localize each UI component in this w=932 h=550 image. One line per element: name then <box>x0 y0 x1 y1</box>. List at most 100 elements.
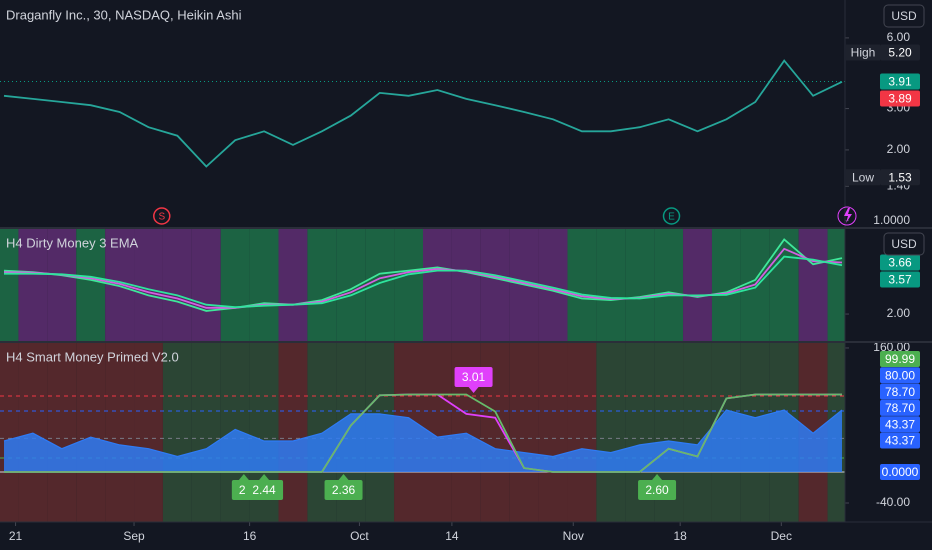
x-tick-label: Dec <box>771 529 792 543</box>
alert-icon-ring[interactable] <box>837 206 857 226</box>
background-band <box>0 228 19 342</box>
pane-title: H4 Smart Money Primed V2.0 <box>6 349 179 364</box>
background-band <box>365 228 395 342</box>
price-tag-label: 3.66 <box>888 256 912 270</box>
area-line <box>3 409 843 458</box>
x-tick-label: 21 <box>9 529 23 543</box>
background-band <box>394 228 423 342</box>
price-tag-label: 3.91 <box>888 75 912 89</box>
price-tag <box>880 169 920 186</box>
event-marker <box>662 207 681 225</box>
annotation-pointer <box>238 474 249 480</box>
background-band <box>711 228 741 342</box>
y-tick-label: -40.00 <box>876 495 910 509</box>
background-band <box>307 228 337 342</box>
price-tag-label: 3.57 <box>888 273 912 287</box>
annotation-label: 2.36 <box>332 483 356 497</box>
background-band <box>191 228 221 342</box>
event-label: E <box>668 212 675 223</box>
background-band <box>567 228 597 342</box>
x-tick-label: 14 <box>445 529 459 543</box>
price-tag <box>880 90 920 107</box>
price-tag <box>880 367 920 384</box>
tag-name: Low <box>852 170 874 184</box>
price-tag <box>880 351 920 367</box>
background-band <box>76 228 106 342</box>
background-band <box>509 342 539 522</box>
currency-button[interactable] <box>883 232 925 256</box>
currency-label[interactable]: USD <box>891 9 917 23</box>
annotation-label: 2.60 <box>645 483 669 497</box>
annotation-box <box>324 480 363 500</box>
y-tick-label: 2.00 <box>887 306 911 320</box>
annotation-pointer <box>652 474 663 480</box>
event-label: S <box>158 212 165 223</box>
pane-title: H4 Dirty Money 3 EMA <box>6 235 139 250</box>
background-band <box>162 228 192 342</box>
background-band <box>596 228 626 342</box>
background-band <box>220 228 250 342</box>
price-tag-label: 43.37 <box>885 434 915 448</box>
background-band <box>249 228 279 342</box>
price-tag-label: 78.70 <box>885 385 915 399</box>
x-tick-label: 18 <box>673 529 687 543</box>
background-band <box>47 228 77 342</box>
x-tick-label: Nov <box>563 529 584 543</box>
annotation-box <box>245 480 284 500</box>
x-tick-label: 16 <box>243 529 257 543</box>
series-line <box>3 59 843 168</box>
price-tag-label: 99.99 <box>885 352 915 366</box>
price-tag <box>880 254 920 271</box>
price-tag <box>880 73 920 90</box>
background-band <box>47 342 77 522</box>
currency-label[interactable]: USD <box>891 237 917 251</box>
background-band <box>18 342 48 522</box>
background-band <box>278 228 308 342</box>
price-tag-label: 0.0000 <box>882 465 919 479</box>
price-tag-label: 5.20 <box>888 46 912 60</box>
background-band <box>654 228 684 342</box>
background-band <box>162 342 192 522</box>
background-band <box>683 228 712 342</box>
background-band <box>596 342 626 522</box>
background-band <box>423 228 452 342</box>
price-tag-label: 43.37 <box>885 417 915 431</box>
pane-title: Draganfly Inc., 30, NASDAQ, Heikin Ashi <box>6 7 242 22</box>
series-line <box>4 255 843 309</box>
price-tag-label: 78.70 <box>885 401 915 415</box>
y-tick-label: 2.00 <box>887 142 911 156</box>
y-tick-label: 160.00 <box>873 340 910 354</box>
price-tag <box>880 271 920 288</box>
y-tick-label: 1.0000 <box>873 213 910 227</box>
background-band <box>538 342 568 522</box>
price-tag <box>880 464 920 480</box>
alert-icon[interactable] <box>844 208 852 223</box>
tag-name: High <box>851 46 876 60</box>
x-tick-label: Oct <box>350 529 369 543</box>
price-tag-label: 80.00 <box>885 368 915 382</box>
background-band <box>191 342 221 522</box>
background-band <box>134 228 163 342</box>
price-tag <box>880 399 920 416</box>
annotation-pointer <box>468 387 479 393</box>
annotation-pointer <box>338 474 349 480</box>
y-tick-label: 6.00 <box>887 30 911 44</box>
annotation-label: 2.44 <box>252 483 276 497</box>
background-band <box>683 342 712 522</box>
background-band <box>798 228 828 342</box>
background-band <box>769 228 799 342</box>
price-tag <box>880 383 920 400</box>
price-tag <box>880 416 920 433</box>
background-band <box>451 228 481 342</box>
event-marker <box>153 207 171 225</box>
currency-button[interactable] <box>883 4 925 28</box>
background-band <box>76 342 106 522</box>
tag-name-box <box>846 169 880 186</box>
annotation-label: 2. <box>239 483 249 497</box>
background-band <box>336 228 366 342</box>
x-tick-label: Sep <box>123 529 145 543</box>
price-tag-label: 3.89 <box>888 92 912 106</box>
background-band <box>827 228 845 342</box>
background-band <box>278 342 308 522</box>
